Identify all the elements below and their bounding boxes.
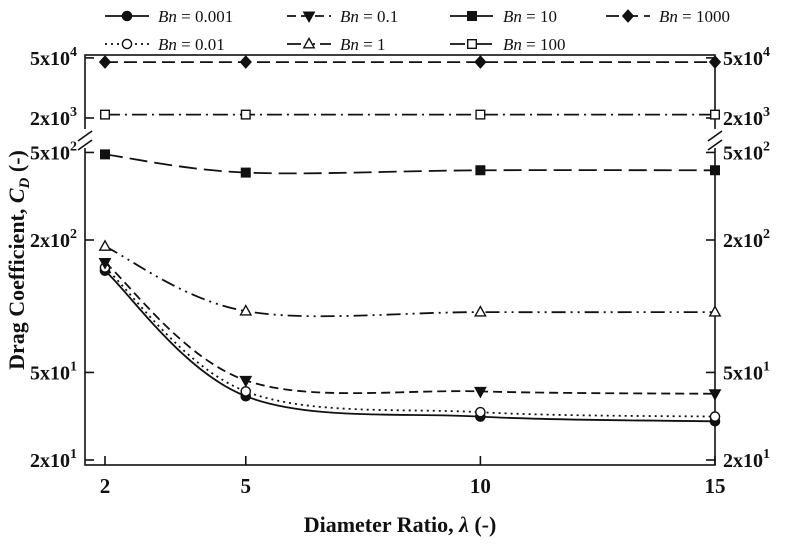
x-tick-label: 10 bbox=[470, 474, 491, 498]
legend-item-bn-0.01: Bn = 0.01 bbox=[105, 35, 225, 54]
y-tick-label-right: 5x104 bbox=[723, 45, 770, 70]
series-marker-bn-10 bbox=[710, 165, 721, 176]
x-tick-label: 2 bbox=[100, 474, 111, 498]
y-tick-label-right: 5x101 bbox=[723, 359, 770, 384]
series-marker-bn-1 bbox=[239, 304, 253, 316]
series-marker-bn-0.1 bbox=[708, 389, 722, 401]
series-marker-bn-1 bbox=[98, 239, 112, 251]
y-tick-label-right: 5x102 bbox=[723, 139, 770, 164]
series-marker-bn-1 bbox=[708, 305, 722, 317]
series-marker-bn-1000 bbox=[98, 55, 112, 69]
y-tick-label-left: 2x101 bbox=[30, 447, 77, 472]
legend-marker-bn-0.001 bbox=[121, 10, 133, 22]
legend-marker-bn-10 bbox=[467, 10, 478, 22]
axis-break-mark bbox=[77, 139, 93, 151]
legend-label: Bn = 0.01 bbox=[158, 35, 225, 54]
series-marker-bn-10 bbox=[99, 149, 110, 160]
legend-marker-bn-1 bbox=[302, 36, 316, 49]
legend-marker-bn-100 bbox=[467, 39, 478, 50]
y-tick-label-right: 2x101 bbox=[723, 447, 770, 472]
legend-label: Bn = 0.1 bbox=[340, 7, 398, 26]
legend-marker-bn-0.01 bbox=[121, 38, 133, 50]
legend-label: Bn = 1000 bbox=[659, 7, 730, 26]
x-tick-label: 15 bbox=[705, 474, 726, 498]
y-tick-label-left: 5x102 bbox=[30, 139, 77, 164]
axis-break-mark bbox=[77, 130, 93, 142]
series-marker-bn-1 bbox=[473, 305, 487, 317]
series-marker-bn-0.1 bbox=[239, 375, 253, 388]
axis-break-gap bbox=[82, 129, 88, 148]
series-marker-bn-100 bbox=[240, 109, 251, 120]
axis-break-mark bbox=[707, 139, 723, 151]
legend-item-bn-10: Bn = 10 bbox=[450, 7, 557, 26]
y-axis-title: Drag Coefficient, CD (-) bbox=[4, 150, 33, 370]
axis-break-mark bbox=[707, 130, 723, 142]
series-line-bn-1 bbox=[104, 245, 716, 318]
series-marker-bn-100 bbox=[475, 109, 486, 120]
x-axis-title: Diameter Ratio, λ (-) bbox=[304, 512, 497, 537]
series-marker-bn-1000 bbox=[708, 55, 722, 69]
series-marker-bn-0.01 bbox=[709, 411, 721, 422]
plot-border bbox=[84, 54, 716, 466]
series-marker-bn-0.01 bbox=[475, 406, 486, 418]
series-marker-bn-100 bbox=[99, 109, 110, 120]
series-marker-bn-1000 bbox=[239, 55, 252, 69]
y-tick-label-left: 2x102 bbox=[30, 227, 77, 252]
legend-label: Bn = 100 bbox=[503, 35, 565, 54]
series-marker-bn-100 bbox=[710, 109, 721, 120]
series-marker-bn-0.1 bbox=[98, 258, 112, 270]
legend-marker-bn-1000 bbox=[621, 9, 635, 23]
legend-item-bn-0.1: Bn = 0.1 bbox=[287, 7, 398, 26]
legend-label: Bn = 10 bbox=[503, 7, 557, 26]
series-marker-bn-0.01 bbox=[240, 386, 252, 397]
series-line-bn-0.01 bbox=[104, 266, 716, 418]
legend-label: Bn = 1 bbox=[340, 35, 385, 54]
legend-item-bn-0.001: Bn = 0.001 bbox=[105, 7, 233, 26]
y-tick-label-left: 5x101 bbox=[30, 359, 77, 384]
legend-item-bn-100: Bn = 100 bbox=[450, 35, 565, 54]
legend-label: Bn = 0.001 bbox=[158, 7, 233, 26]
series-marker-bn-1000 bbox=[474, 55, 487, 69]
legend-item-bn-1000: Bn = 1000 bbox=[606, 7, 730, 26]
series-line-bn-0.001 bbox=[104, 270, 716, 423]
series-marker-bn-0.1 bbox=[473, 386, 487, 399]
series-marker-bn-10 bbox=[240, 167, 251, 178]
legend-marker-bn-0.1 bbox=[302, 11, 316, 24]
series-line-bn-0.1 bbox=[104, 261, 716, 395]
series-marker-bn-10 bbox=[475, 165, 486, 176]
axis-break-gap bbox=[712, 129, 718, 148]
series-line-bn-10 bbox=[104, 153, 716, 175]
y-tick-label-right: 2x103 bbox=[723, 105, 770, 130]
x-tick-label: 5 bbox=[241, 474, 252, 498]
y-tick-label-right: 2x102 bbox=[723, 227, 770, 252]
legend-item-bn-1: Bn = 1 bbox=[287, 35, 385, 54]
y-tick-label-left: 5x104 bbox=[30, 45, 77, 70]
y-tick-label-left: 2x103 bbox=[30, 105, 77, 130]
